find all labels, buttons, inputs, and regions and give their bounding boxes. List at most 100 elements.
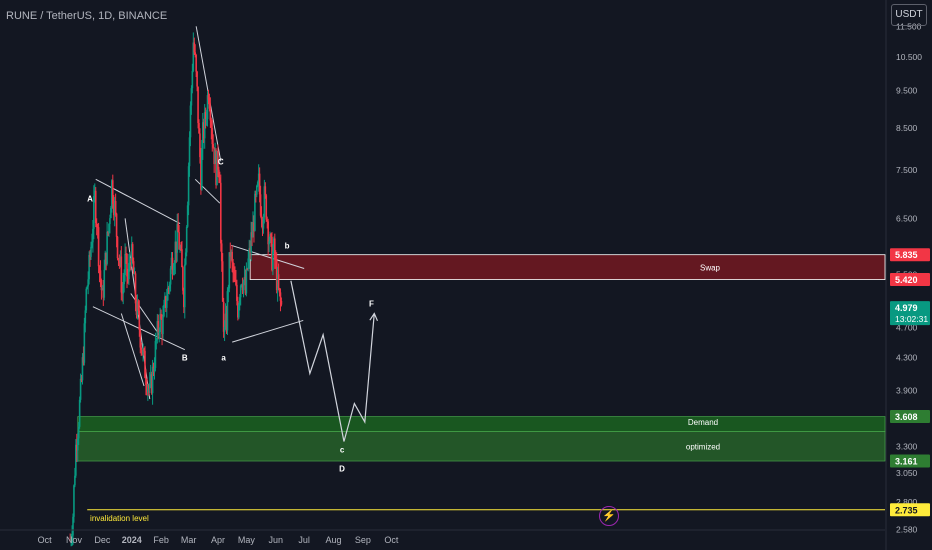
candle[interactable] [170,257,173,269]
candle[interactable] [229,252,232,257]
candle[interactable] [260,215,263,220]
candle[interactable] [144,350,146,378]
candle[interactable] [88,255,90,280]
candle[interactable] [228,252,231,289]
price-label-box[interactable] [890,503,930,517]
candle[interactable] [102,288,105,298]
candle[interactable] [159,314,161,333]
candle[interactable] [178,232,180,250]
candle[interactable] [280,300,283,305]
candle[interactable] [207,95,210,100]
candle[interactable] [224,313,227,328]
candle[interactable] [146,384,148,393]
candle[interactable] [115,213,118,237]
candle[interactable] [221,261,224,302]
candle[interactable] [148,383,151,389]
candle[interactable] [251,232,253,238]
candle[interactable] [140,347,143,350]
candle[interactable] [246,268,249,270]
candle[interactable] [110,207,112,219]
trendline[interactable] [95,178,181,225]
candle[interactable] [190,88,193,106]
candle[interactable] [211,127,214,145]
candle[interactable] [127,276,129,280]
candle[interactable] [93,195,95,229]
candle[interactable] [183,290,185,308]
candle[interactable] [198,123,200,134]
candle[interactable] [165,300,168,308]
candle[interactable] [133,273,136,275]
candle[interactable] [271,236,273,271]
candle[interactable] [264,186,267,196]
candle[interactable] [201,148,203,190]
candle[interactable] [174,241,177,264]
candle[interactable] [145,377,147,385]
trendline[interactable] [232,319,304,343]
candle[interactable] [162,316,164,335]
candle[interactable] [186,205,189,227]
candle[interactable] [276,274,279,291]
candle[interactable] [231,251,233,263]
candle[interactable] [112,203,115,216]
candle[interactable] [217,150,219,170]
candle[interactable] [179,248,181,250]
candle[interactable] [125,253,127,255]
candle[interactable] [219,182,222,244]
candle[interactable] [122,284,125,294]
demand-zone[interactable] [77,416,886,432]
lightning-icon[interactable]: ⚡ [599,506,619,526]
candle[interactable] [181,249,183,268]
candle[interactable] [92,228,94,243]
candle[interactable] [249,248,251,253]
candle[interactable] [137,301,140,311]
candle[interactable] [84,310,87,324]
candle[interactable] [101,288,104,291]
candle[interactable] [200,157,202,190]
candle[interactable] [240,284,243,286]
candle[interactable] [193,42,196,53]
candle[interactable] [150,374,153,394]
candle[interactable] [93,190,96,196]
candle[interactable] [94,190,97,223]
candle[interactable] [233,272,235,274]
candle[interactable] [131,244,134,262]
candle[interactable] [154,341,157,368]
candle[interactable] [183,264,186,308]
candle[interactable] [187,166,190,206]
candle[interactable] [255,185,258,195]
candle[interactable] [199,133,201,158]
candle[interactable] [220,243,223,262]
candle[interactable] [96,227,99,229]
candle[interactable] [171,257,174,275]
candle[interactable] [234,273,236,282]
candle[interactable] [87,279,89,287]
candle[interactable] [71,535,73,539]
candle[interactable] [177,223,179,233]
candle[interactable] [95,222,98,228]
candle[interactable] [263,186,266,218]
candle[interactable] [244,276,247,294]
candle[interactable] [76,438,79,451]
candle[interactable] [164,296,166,305]
candle[interactable] [134,273,137,304]
candle[interactable] [106,231,108,264]
candle[interactable] [89,255,91,257]
candle[interactable] [138,310,141,331]
candle[interactable] [165,296,167,308]
candle[interactable] [91,242,93,247]
candle[interactable] [180,248,182,250]
candle[interactable] [142,348,144,355]
candle[interactable] [192,42,195,71]
candle[interactable] [119,256,122,263]
candle[interactable] [242,280,245,291]
candle[interactable] [69,540,71,541]
candle[interactable] [237,300,239,318]
candle[interactable] [147,386,149,393]
candle[interactable] [136,301,139,315]
candle[interactable] [277,274,280,289]
candle[interactable] [86,286,89,289]
price-label-box[interactable] [890,301,930,326]
candle[interactable] [261,219,264,229]
candle[interactable] [130,244,133,265]
